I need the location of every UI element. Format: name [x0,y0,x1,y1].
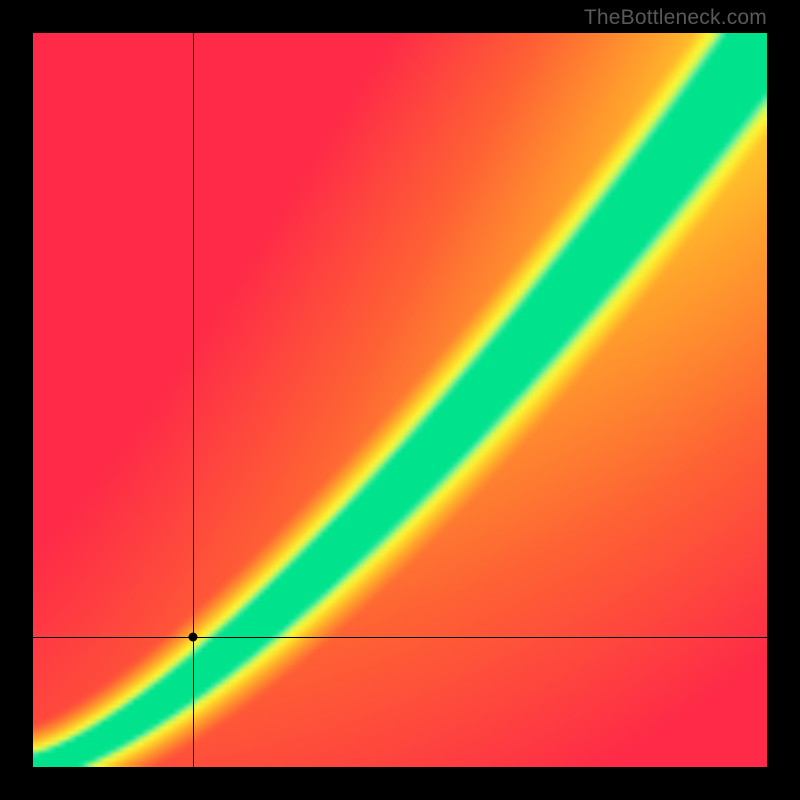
heatmap-chart [33,33,767,767]
heatmap-canvas [33,33,767,767]
attribution-text: TheBottleneck.com [584,6,767,30]
